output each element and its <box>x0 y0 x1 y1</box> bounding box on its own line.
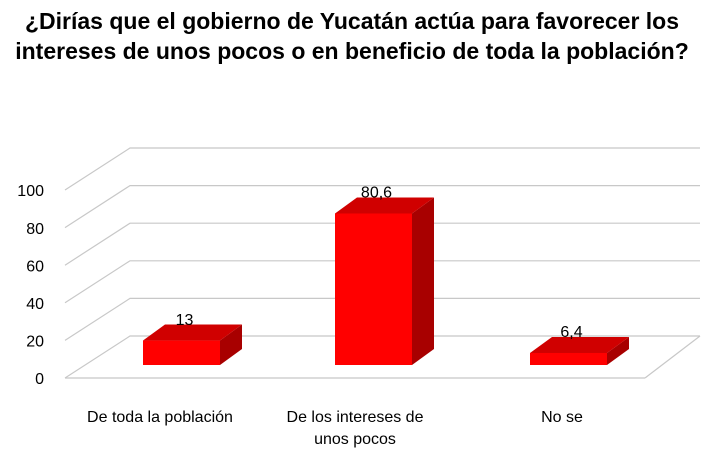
y-tick-label: 80 <box>26 221 44 238</box>
bar-top <box>143 324 242 341</box>
grid-line <box>64 185 700 229</box>
bar <box>335 213 412 365</box>
y-tick-label: 40 <box>26 296 44 313</box>
y-tick-label: 20 <box>26 334 44 351</box>
chart-title: ¿Dirías que el gobierno de Yucatán actúa… <box>15 8 689 64</box>
y-tick-label: 100 <box>17 183 44 200</box>
bar <box>143 340 220 365</box>
bar-side <box>412 197 434 365</box>
grid-line <box>64 297 700 341</box>
x-tick-label: De toda la población <box>87 409 233 426</box>
bar-side <box>607 336 629 365</box>
bar-side <box>220 324 242 365</box>
y-tick-label: 60 <box>26 258 44 275</box>
data-label: 13 <box>176 312 194 329</box>
data-label: 80,6 <box>361 185 392 202</box>
grid-line <box>64 335 700 379</box>
data-label: 6,4 <box>560 324 582 341</box>
grid-line <box>64 147 700 191</box>
grid-line <box>64 222 700 266</box>
y-tick-label: 0 <box>35 371 44 388</box>
grid-line <box>64 260 700 304</box>
bar-top <box>335 197 434 214</box>
bar-top <box>530 336 629 353</box>
bar <box>530 352 607 365</box>
x-tick-label: No se <box>541 409 583 426</box>
floor-edge <box>644 335 701 379</box>
x-tick-label: De los intereses de unos pocos <box>286 409 424 448</box>
